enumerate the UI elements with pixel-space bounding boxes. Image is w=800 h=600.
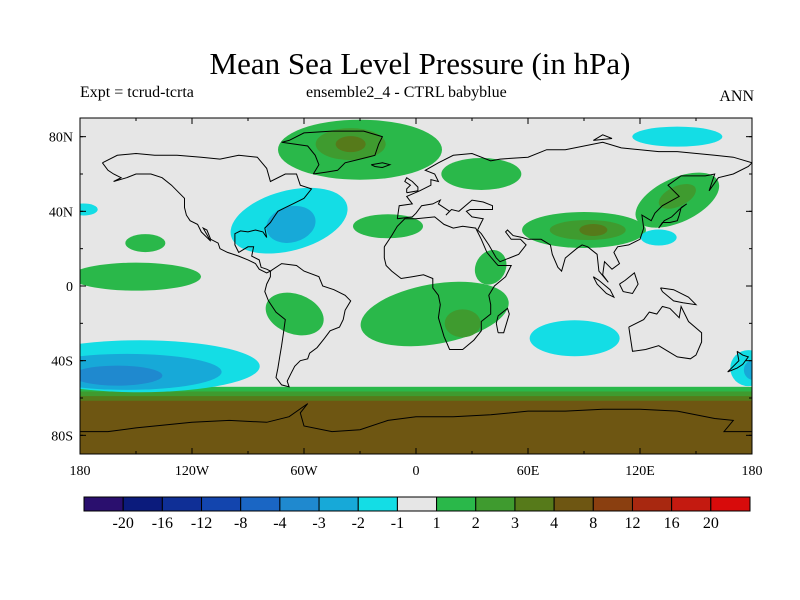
colorbar-swatch bbox=[240, 496, 281, 512]
y-tick-label: 80S bbox=[51, 429, 73, 444]
pressure-contours bbox=[80, 119, 752, 454]
colorbar-label: -4 bbox=[273, 515, 286, 532]
colorbar-swatch bbox=[122, 496, 163, 512]
madagascar-coast bbox=[495, 307, 510, 334]
x-tick-label: 180 bbox=[742, 464, 763, 479]
colorbar-label: -16 bbox=[152, 515, 173, 532]
greenland-high-core bbox=[335, 136, 366, 153]
colorbar-label: -12 bbox=[191, 515, 212, 532]
antarctic-high bbox=[80, 400, 752, 454]
y-tick-label: 40N bbox=[49, 205, 73, 220]
new-zealand-coast bbox=[727, 350, 750, 373]
colorbar-swatch bbox=[83, 496, 124, 512]
coastlines bbox=[80, 130, 752, 433]
chart-title: Mean Sea Level Pressure (in hPa) bbox=[209, 46, 631, 81]
madagascar-arctic-islands bbox=[593, 134, 613, 141]
colorbar-label: -1 bbox=[391, 515, 404, 532]
australia-coast bbox=[628, 304, 703, 360]
colorbar-swatch bbox=[671, 496, 712, 512]
colorbar-swatch bbox=[279, 496, 320, 512]
x-tick-label: 60W bbox=[290, 464, 318, 479]
colorbar: -20 -16 -12 -8 -4 -3 -2 -1 1 2 3 4 8 12 16 20 bbox=[83, 496, 751, 532]
eastern-pacific-high bbox=[80, 262, 201, 291]
new-guinea-coast bbox=[660, 287, 698, 306]
colorbar-swatch bbox=[436, 496, 477, 512]
colorbar-label: -3 bbox=[312, 515, 325, 532]
colorbar-label: -2 bbox=[352, 515, 365, 532]
east-africa-high bbox=[474, 250, 507, 285]
colorbar-swatch bbox=[318, 496, 359, 512]
y-tick-label: 0 bbox=[66, 280, 73, 295]
y-axis: 80N 40N 0 40S 80S bbox=[49, 131, 752, 444]
y-tick-label: 80N bbox=[49, 131, 73, 146]
colorbar-label: 20 bbox=[703, 515, 719, 532]
colorbar-swatch bbox=[201, 496, 242, 512]
colorbar-label: 12 bbox=[624, 515, 640, 532]
x-tick-label: 120E bbox=[625, 464, 655, 479]
x-tick-label: 120W bbox=[175, 464, 210, 479]
south-indian-low bbox=[529, 320, 620, 357]
x-axis: 180 120W 60W 0 60E 120E 180 bbox=[70, 118, 763, 479]
antarctica-coast bbox=[80, 403, 752, 433]
colorbar-swatch bbox=[514, 496, 555, 512]
colorbar-label: 16 bbox=[664, 515, 680, 532]
africa-coast bbox=[383, 216, 513, 350]
colorbar-label: 2 bbox=[472, 515, 480, 532]
borneo-coast bbox=[619, 272, 639, 295]
southern-africa-core bbox=[444, 309, 481, 338]
season-label: ANN bbox=[719, 88, 754, 105]
sumatra-coast bbox=[592, 276, 616, 299]
colorbar-label: 3 bbox=[511, 515, 519, 532]
colorbar-swatch bbox=[475, 496, 516, 512]
colorbar-swatch bbox=[631, 496, 673, 512]
northwest-pacific-low bbox=[640, 229, 677, 246]
south-tasman-core bbox=[743, 360, 752, 380]
north-atlantic-low-core bbox=[266, 205, 316, 243]
x-tick-label: 0 bbox=[413, 464, 420, 479]
north-america-coast bbox=[101, 152, 313, 274]
britain-coast bbox=[404, 176, 419, 194]
experiment-label: Expt = tcrud-tcrta bbox=[80, 84, 194, 101]
europe-asia-coast bbox=[396, 141, 752, 283]
colorbar-label: -8 bbox=[234, 515, 247, 532]
south-america-high bbox=[265, 292, 324, 336]
colorbar-label: -20 bbox=[113, 515, 134, 532]
central-asia-core bbox=[579, 224, 608, 236]
colorbar-swatch bbox=[357, 496, 398, 512]
ensemble-label: ensemble2_4 - CTRL babyblue bbox=[306, 84, 507, 101]
greenland-coast bbox=[281, 130, 384, 175]
colorbar-swatch bbox=[592, 496, 633, 512]
japan-coast bbox=[658, 203, 687, 229]
y-tick-label: 40S bbox=[51, 355, 73, 370]
colorbar-swatch bbox=[161, 496, 203, 512]
central-pacific-high bbox=[125, 234, 166, 253]
dateline-low bbox=[80, 203, 98, 216]
colorbar-label: 4 bbox=[550, 515, 558, 532]
iceland-coast bbox=[370, 162, 392, 169]
x-tick-label: 180 bbox=[70, 464, 91, 479]
north-asia-high bbox=[441, 158, 522, 190]
south-pacific-low-core bbox=[80, 365, 163, 386]
x-tick-label: 60E bbox=[517, 464, 540, 479]
colorbar-swatch bbox=[710, 496, 751, 512]
south-america-coast bbox=[264, 263, 352, 388]
north-pacific-low bbox=[632, 126, 723, 147]
north-atlantic-high bbox=[353, 214, 423, 239]
colorbar-label: 1 bbox=[433, 515, 441, 532]
colorbar-swatch bbox=[553, 496, 594, 512]
colorbar-swatch bbox=[396, 496, 438, 512]
colorbar-label: 8 bbox=[589, 515, 597, 532]
